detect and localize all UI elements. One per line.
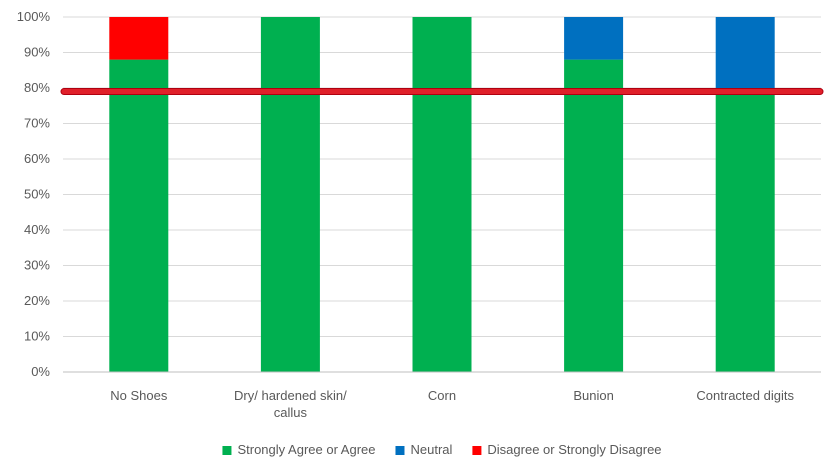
x-category-label: Corn [428, 388, 456, 403]
y-tick-label: 10% [24, 329, 50, 344]
x-axis-category-labels: No Shoes Dry/ hardened skin/callus Corn Bun… [110, 388, 794, 420]
bar-segment [564, 17, 624, 60]
y-tick-label: 40% [24, 222, 50, 237]
y-tick-label: 80% [24, 80, 50, 95]
x-category-label: No Shoes [110, 388, 168, 403]
bar-segment [412, 17, 472, 372]
y-tick-label: 0% [31, 364, 50, 379]
bar-segment [564, 59, 624, 372]
bar-segment [109, 17, 169, 60]
bar-segment [715, 88, 775, 372]
y-tick-label: 100% [17, 9, 51, 24]
x-category-label: Bunion [573, 388, 613, 403]
x-category-label: Contracted digits [696, 388, 794, 403]
legend-label: Neutral [410, 442, 452, 457]
legend-label: Disagree or Strongly Disagree [487, 442, 661, 457]
bar-segment [109, 59, 169, 372]
legend-swatch [222, 446, 232, 455]
legend-label: Strongly Agree or Agree [237, 442, 375, 457]
x-category-label: Dry/ hardened skin/callus [234, 388, 347, 420]
y-tick-label: 30% [24, 258, 50, 273]
bars [109, 17, 775, 372]
y-tick-label: 90% [24, 45, 50, 60]
y-tick-label: 50% [24, 187, 50, 202]
legend-swatch [395, 446, 405, 455]
legend-swatch [472, 446, 482, 455]
y-tick-label: 20% [24, 293, 50, 308]
y-axis-tick-labels: 0% 10% 20% 30% 40% 50% 60% 70% 80% 90% 100% [17, 9, 51, 379]
legend: Strongly Agree or Agree Neutral Disagree o… [222, 442, 662, 457]
y-tick-label: 70% [24, 116, 50, 131]
bar-segment [260, 17, 320, 372]
bar-segment [715, 17, 775, 88]
y-tick-label: 60% [24, 151, 50, 166]
